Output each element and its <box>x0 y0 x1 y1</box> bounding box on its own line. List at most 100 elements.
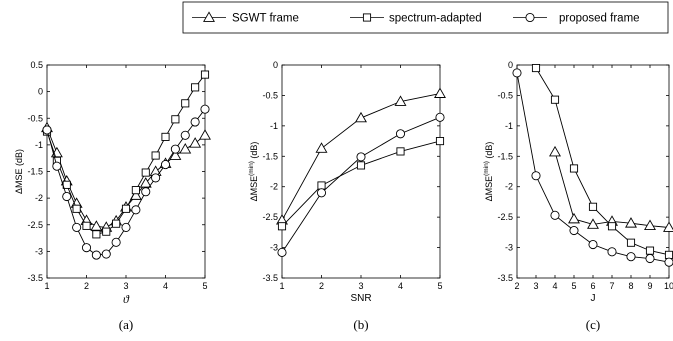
legend-box <box>182 1 669 34</box>
panel-label: (b) <box>353 317 368 332</box>
x-tick-label: 4 <box>398 281 403 291</box>
y-axis-label-unit: (dB) <box>249 142 259 162</box>
data-point-square <box>161 132 170 141</box>
plot-frame <box>46 64 206 279</box>
legend-item-sgwt: SGWT frame <box>192 11 299 25</box>
data-point-circle <box>395 129 406 139</box>
x-tick-label: 8 <box>628 281 633 291</box>
y-tick-label: 0.5 <box>30 60 43 70</box>
data-point-triangle <box>644 219 656 231</box>
x-tick-label: 1 <box>279 281 284 291</box>
x-axis-label: SNR <box>350 293 371 304</box>
plot-frame <box>281 64 441 279</box>
legend: SGWT frame spectrum-adapted proposed fra… <box>182 1 669 34</box>
data-point-square <box>72 204 81 213</box>
data-point-circle <box>435 112 445 122</box>
y-tick-label: -1 <box>270 121 278 131</box>
data-point-circle <box>190 117 200 127</box>
x-tick-label: 6 <box>590 281 595 291</box>
x-tick-label: 2 <box>319 281 324 291</box>
legend-label-sgwt: SGWT frame <box>232 13 299 25</box>
series-line-circle <box>516 72 670 263</box>
data-point-triangle <box>179 143 192 154</box>
data-point-circle <box>141 187 151 197</box>
data-point-square <box>82 221 91 230</box>
data-point-square <box>664 250 673 259</box>
y-tick-label: -2 <box>35 193 43 203</box>
triangle-marker-shape <box>203 11 215 22</box>
data-point-circle <box>607 247 617 257</box>
data-point-circle <box>81 243 92 253</box>
y-tick-label: -1.5 <box>27 167 43 177</box>
data-point-square <box>151 151 160 160</box>
x-tick-label: 4 <box>552 281 557 291</box>
x-tick-label: 5 <box>571 281 576 291</box>
data-point-square <box>200 70 210 79</box>
y-axis-label-superscript: (min) <box>248 161 255 176</box>
circle-marker-icon <box>525 12 535 23</box>
data-point-triangle <box>169 149 182 160</box>
y-tick-label: 0 <box>38 87 43 97</box>
series-line-circle <box>281 116 441 253</box>
data-point-square <box>277 222 287 231</box>
panel-label: (a) <box>119 317 133 332</box>
x-axis-label: J <box>591 293 596 304</box>
y-tick-label: 0 <box>508 60 513 70</box>
y-tick-label: -0.5 <box>497 90 513 100</box>
y-tick-label: -3 <box>35 246 43 256</box>
data-point-circle <box>626 252 636 262</box>
y-tick-label: -2.5 <box>262 212 278 222</box>
circle-marker-shape <box>525 12 535 23</box>
panel-label: (c) <box>586 317 600 332</box>
data-point-circle <box>356 152 366 162</box>
legend-item-spectrum-adapted: spectrum-adapted <box>350 13 482 25</box>
data-point-circle <box>531 171 541 181</box>
x-tick-label: 2 <box>84 281 89 291</box>
data-point-square <box>171 115 180 124</box>
data-point-triangle <box>625 217 637 228</box>
data-point-circle <box>645 253 655 264</box>
data-point-square <box>645 246 655 255</box>
y-tick-label: -3 <box>505 243 513 253</box>
data-point-triangle <box>394 95 407 106</box>
data-point-square <box>569 164 579 173</box>
data-point-circle <box>72 222 82 232</box>
legend-item-proposed: proposed frame <box>513 13 640 25</box>
square-marker-icon <box>362 13 372 22</box>
x-tick-label: 9 <box>647 281 652 291</box>
y-axis-label-main: ΔMSE <box>249 176 259 202</box>
y-axis-label-main: ΔMSE <box>484 176 494 202</box>
data-point-circle <box>91 250 101 260</box>
x-tick-label: 7 <box>609 281 614 291</box>
y-axis-label: ΔMSE (dB) <box>14 149 24 194</box>
data-point-triangle <box>315 142 328 153</box>
y-axis-label: ΔMSE(min) (dB) <box>483 142 494 202</box>
y-axis-label: ΔMSE(min) (dB) <box>248 142 259 202</box>
y-axis-label-main: ΔMSE (dB) <box>14 149 24 194</box>
y-tick-label: -0.5 <box>27 113 43 123</box>
data-point-circle <box>550 210 560 220</box>
data-point-triangle <box>663 221 673 232</box>
y-tick-label: 0 <box>273 60 278 70</box>
data-point-square <box>317 181 326 190</box>
x-tick-label: 1 <box>44 281 49 291</box>
data-point-square <box>626 238 636 247</box>
y-tick-label: -3.5 <box>262 273 278 283</box>
data-point-circle <box>160 160 171 170</box>
data-point-square <box>435 137 445 146</box>
data-point-square <box>181 99 190 108</box>
y-tick-label: -2 <box>270 182 278 192</box>
data-point-circle <box>121 222 131 232</box>
data-point-square <box>141 168 150 177</box>
x-tick-label: 3 <box>533 281 538 291</box>
data-point-square <box>121 204 131 213</box>
data-point-circle <box>664 257 673 267</box>
data-point-circle <box>62 191 72 202</box>
data-point-square <box>531 63 541 73</box>
data-point-square <box>607 222 617 231</box>
triangle-marker-icon <box>203 11 215 22</box>
data-point-square <box>102 227 111 236</box>
data-point-circle <box>588 239 598 250</box>
legend-label-proposed: proposed frame <box>559 13 640 25</box>
